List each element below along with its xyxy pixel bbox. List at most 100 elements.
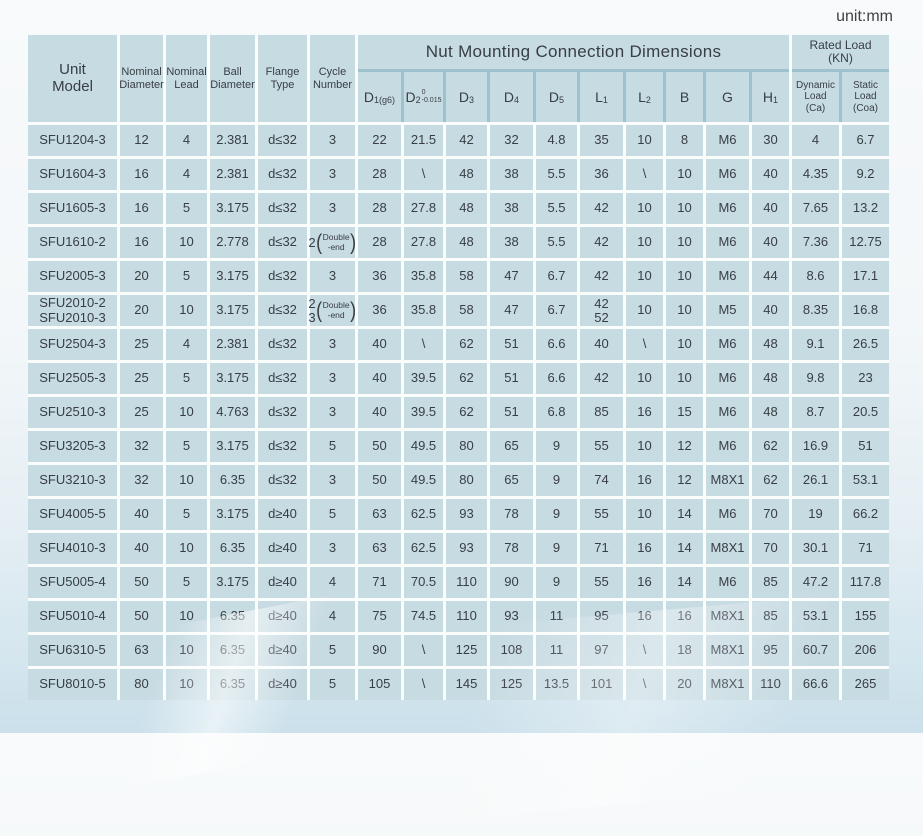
cell-b: 14 bbox=[666, 567, 703, 599]
cell-d4: 65 bbox=[490, 431, 533, 463]
close-paren: ) bbox=[350, 297, 357, 323]
cell-d2: 62.5 bbox=[404, 533, 443, 565]
cell-l1: 55 bbox=[580, 499, 623, 531]
cell-d4: 38 bbox=[490, 159, 533, 190]
cell-d2: \ bbox=[404, 329, 443, 361]
cell-d3: 93 bbox=[446, 533, 487, 565]
cell-flange-type: d≤32 bbox=[258, 193, 307, 224]
cell-flange-type: d≤32 bbox=[258, 159, 307, 190]
cell-b: 15 bbox=[666, 397, 703, 429]
cell-flange-type: d≤32 bbox=[258, 261, 307, 292]
cell-nominal-lead: 10 bbox=[166, 295, 207, 327]
cell-model: SFU2005-3 bbox=[28, 261, 117, 292]
cell-d5: 5.5 bbox=[536, 227, 577, 258]
cell-g: M6 bbox=[706, 193, 749, 224]
cell-d2: 35.8 bbox=[404, 261, 443, 292]
cell-l1: 101 bbox=[580, 669, 623, 701]
cell-d1: 36 bbox=[358, 261, 401, 292]
cell-l1: 55 bbox=[580, 567, 623, 599]
cell-static-load: 265 bbox=[842, 669, 889, 701]
cell-l2: 16 bbox=[626, 533, 663, 565]
cell-static-load: 26.5 bbox=[842, 329, 889, 361]
cell-cycle-number: 4 bbox=[310, 567, 355, 599]
cell-d1: 71 bbox=[358, 567, 401, 599]
cell-d5: 5.5 bbox=[536, 193, 577, 224]
cell-d4: 65 bbox=[490, 465, 533, 497]
cell-model: SFU6310-5 bbox=[28, 635, 117, 667]
cell-d1: 22 bbox=[358, 125, 401, 156]
cell-d5: 6.8 bbox=[536, 397, 577, 429]
cell-flange-type: d≥40 bbox=[258, 499, 307, 531]
cell-nominal-lead: 5 bbox=[166, 431, 207, 463]
cell-h1: 40 bbox=[752, 227, 789, 258]
cell-d3: 110 bbox=[446, 567, 487, 599]
cell-h1: 110 bbox=[752, 669, 789, 701]
cell-model: SFU1605-3 bbox=[28, 193, 117, 224]
cell-h1: 40 bbox=[752, 295, 789, 327]
cell-nominal-lead: 5 bbox=[166, 261, 207, 292]
cell-static-load: 66.2 bbox=[842, 499, 889, 531]
cell-ball-diameter: 3.175 bbox=[210, 261, 255, 292]
cell-ball-diameter: 3.175 bbox=[210, 363, 255, 395]
cell-flange-type: d≤32 bbox=[258, 227, 307, 258]
cell-ball-diameter: 3.175 bbox=[210, 193, 255, 224]
col-header-flange-type: Flange Type bbox=[258, 35, 307, 122]
cell-static-load: 6.7 bbox=[842, 125, 889, 156]
col-header-nominal-lead: Nominal Lead bbox=[166, 35, 207, 122]
cell-l2: 10 bbox=[626, 295, 663, 327]
cell-d4: 108 bbox=[490, 635, 533, 667]
cell-ball-diameter: 6.35 bbox=[210, 669, 255, 701]
cell-flange-type: d≥40 bbox=[258, 567, 307, 599]
cell-g: M6 bbox=[706, 397, 749, 429]
cell-b: 18 bbox=[666, 635, 703, 667]
cell-nominal-lead: 4 bbox=[166, 125, 207, 156]
cell-model: SFU4005-5 bbox=[28, 499, 117, 531]
cell-l2: \ bbox=[626, 669, 663, 701]
cell-l1: 42 bbox=[580, 193, 623, 224]
cell-d3: 58 bbox=[446, 261, 487, 292]
cell-nominal-lead: 10 bbox=[166, 533, 207, 565]
cell-l2: \ bbox=[626, 159, 663, 190]
col-header-nominal-diameter: Nominal Diameter bbox=[119, 35, 164, 122]
cell-d3: 125 bbox=[446, 635, 487, 667]
cell-nominal-diameter: 40 bbox=[120, 533, 163, 565]
cell-d4: 51 bbox=[490, 329, 533, 361]
col-header-b: B bbox=[666, 72, 703, 122]
cell-d3: 93 bbox=[446, 499, 487, 531]
cell-flange-type: d≤32 bbox=[258, 329, 307, 361]
cell-l2: 10 bbox=[626, 261, 663, 292]
cell-dynamic-load: 60.7 bbox=[792, 635, 839, 667]
col-header-ball-diameter: Ball Diameter bbox=[210, 35, 255, 122]
cell-nominal-lead: 5 bbox=[166, 193, 207, 224]
cell-cycle-number: 2 3(Double -end) bbox=[308, 295, 357, 327]
cell-h1: 62 bbox=[752, 465, 789, 497]
cell-l1: 55 bbox=[580, 431, 623, 463]
cell-b: 10 bbox=[666, 193, 703, 224]
cell-g: M6 bbox=[706, 261, 749, 292]
cell-g: M6 bbox=[706, 363, 749, 395]
cell-cycle-number: 3 bbox=[310, 193, 355, 224]
cell-d1: 36 bbox=[358, 295, 401, 327]
close-paren: ) bbox=[350, 229, 357, 255]
cell-d1: 63 bbox=[358, 499, 401, 531]
cell-nominal-lead: 10 bbox=[166, 635, 207, 667]
cell-cycle-number: 3 bbox=[310, 261, 355, 292]
group-header-nut-mounting: Nut Mounting Connection Dimensions bbox=[358, 35, 789, 69]
cell-d3: 48 bbox=[446, 193, 487, 224]
cell-nominal-lead: 10 bbox=[166, 601, 207, 633]
cell-l2: 16 bbox=[626, 465, 663, 497]
cell-d4: 51 bbox=[490, 397, 533, 429]
cell-l2: 10 bbox=[626, 227, 663, 258]
cell-model: SFU2505-3 bbox=[28, 363, 117, 395]
cell-cycle-number: 5 bbox=[310, 669, 355, 701]
group-header-rated-load: Rated Load (KN) bbox=[792, 35, 889, 69]
cell-model: SFU5010-4 bbox=[28, 601, 117, 633]
cell-d5: 9 bbox=[536, 567, 577, 599]
col-header-d1: D 1(g6) bbox=[358, 72, 401, 122]
cell-d4: 38 bbox=[490, 193, 533, 224]
cell-static-load: 9.2 bbox=[842, 159, 889, 190]
cell-d1: 28 bbox=[358, 227, 401, 258]
cell-g: M6 bbox=[706, 125, 749, 156]
